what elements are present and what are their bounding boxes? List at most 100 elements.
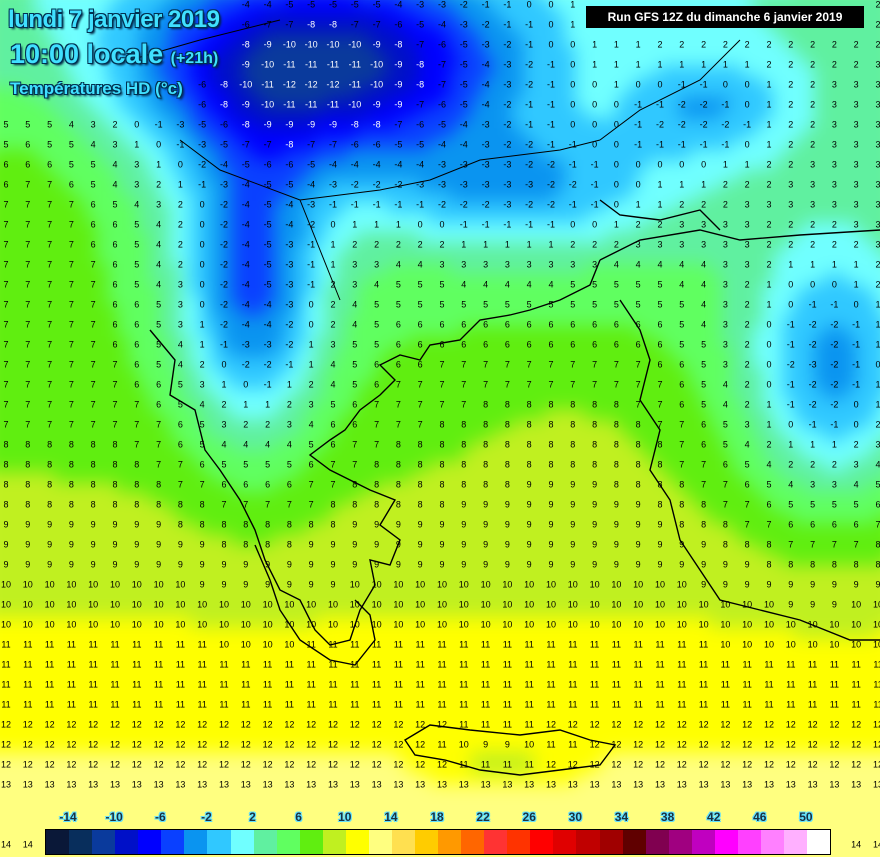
grid-value: -3	[459, 159, 468, 170]
grid-value: 10	[480, 599, 491, 610]
legend-swatch	[69, 830, 93, 854]
grid-value: 9	[570, 479, 576, 490]
grid-value: 13	[720, 779, 731, 790]
grid-value: 9	[657, 559, 663, 570]
grid-value: 3	[788, 179, 794, 190]
grid-value: 6	[265, 479, 271, 490]
grid-value: 11	[764, 699, 774, 710]
grid-value: 13	[131, 779, 142, 790]
grid-value: 11	[219, 679, 229, 690]
grid-value: 3	[853, 99, 859, 110]
grid-value: 11	[175, 699, 186, 710]
grid-value: 2	[112, 119, 118, 130]
grid-value: 9	[352, 539, 358, 550]
grid-value: 1	[766, 399, 772, 410]
grid-value: 13	[88, 779, 99, 790]
grid-value: -1	[786, 379, 795, 390]
legend-swatch	[115, 830, 139, 854]
grid-value: 5	[635, 279, 641, 290]
grid-value: -2	[263, 359, 272, 370]
grid-value: 8	[3, 459, 9, 470]
grid-value: 7	[25, 339, 31, 350]
grid-value: 10	[524, 739, 535, 750]
grid-value: 10	[720, 639, 731, 650]
grid-value: 9	[374, 559, 380, 570]
legend-swatch	[276, 830, 300, 854]
grid-value: 9	[352, 559, 358, 570]
grid-value: 6	[352, 399, 358, 410]
grid-value: 7	[439, 379, 445, 390]
grid-value: 11	[306, 699, 316, 710]
grid-value: 12	[131, 739, 142, 750]
grid-value: 4	[722, 379, 728, 390]
grid-value: 4	[90, 139, 96, 150]
grid-value: 5	[395, 279, 401, 290]
grid-value: 12	[807, 739, 818, 750]
grid-value: 2	[766, 159, 772, 170]
grid-value: -1	[546, 79, 556, 90]
grid-value: 11	[677, 679, 687, 690]
grid-value: 6	[504, 319, 510, 330]
grid-value: -2	[655, 119, 665, 130]
grid-value: 2	[330, 279, 336, 290]
grid-value: 8	[374, 499, 380, 510]
grid-value: 8	[90, 459, 96, 470]
grid-value: 8	[657, 499, 663, 510]
grid-value: 11	[328, 699, 338, 710]
grid-value: -2	[830, 399, 839, 410]
grid-value: 7	[417, 419, 423, 430]
grid-value: 0	[875, 359, 880, 370]
grid-value: 10	[763, 619, 775, 630]
grid-value: -2	[786, 359, 795, 370]
grid-value: -2	[699, 99, 708, 110]
grid-value: 0	[199, 279, 205, 290]
grid-value: 2	[831, 59, 837, 70]
grid-value: 5	[177, 379, 183, 390]
grid-value: -3	[437, 159, 447, 170]
grid-value: 11	[546, 659, 556, 670]
grid-value: 8	[243, 539, 249, 550]
grid-value: 9	[722, 579, 728, 590]
grid-value: 2	[439, 239, 445, 250]
grid-value: 12	[829, 759, 840, 770]
grid-value: 10	[829, 639, 840, 650]
grid-value: 11	[611, 639, 622, 650]
grid-value: 9	[461, 559, 467, 570]
grid-value: 6	[374, 359, 380, 370]
grid-value: -5	[350, 0, 359, 10]
legend-label: 30	[568, 810, 583, 824]
grid-value: -1	[830, 299, 839, 310]
grid-value: 4	[635, 259, 641, 270]
grid-value: -3	[416, 179, 425, 190]
legend-swatch	[622, 830, 646, 854]
grid-value: 12	[851, 719, 862, 730]
grid-value: -2	[568, 179, 577, 190]
grid-value: 12	[327, 719, 339, 730]
grid-value: 12	[742, 739, 753, 750]
grid-value: 5	[199, 419, 205, 430]
grid-value: 8	[374, 479, 380, 490]
grid-value: 11	[589, 659, 600, 670]
grid-value: 8	[483, 439, 489, 450]
legend-label: 50	[799, 810, 813, 824]
grid-value: 0	[853, 399, 859, 410]
legend-label: 2	[249, 810, 256, 824]
grid-value: 8	[156, 479, 162, 490]
grid-value: 12	[131, 719, 142, 730]
grid-value: 12	[262, 759, 273, 770]
grid-value: -2	[546, 199, 556, 210]
grid-value: 10	[0, 619, 12, 630]
grid-value: -1	[634, 119, 643, 130]
grid-value: 11	[568, 739, 578, 750]
grid-value: 3	[722, 299, 728, 310]
grid-value: 5	[112, 199, 118, 210]
grid-value: 10	[851, 599, 862, 610]
grid-value: 4	[112, 179, 118, 190]
grid-value: 7	[853, 539, 859, 550]
grid-value: -1	[503, 19, 512, 30]
grid-value: 11	[873, 679, 880, 690]
grid-value: -1	[852, 379, 861, 390]
grid-value: 4	[286, 439, 292, 450]
